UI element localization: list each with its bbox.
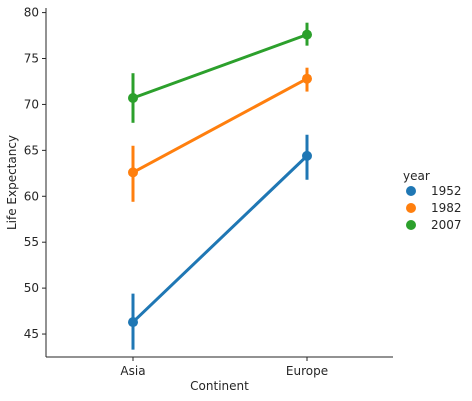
series-1982 bbox=[128, 67, 312, 202]
axes: 45 50 55 60 65 70 75 80 Asia Europe bbox=[24, 6, 393, 378]
legend-marker bbox=[406, 220, 416, 230]
legend-marker bbox=[406, 203, 416, 213]
data-point bbox=[302, 73, 312, 84]
y-tick-label: 75 bbox=[24, 52, 39, 66]
data-point bbox=[128, 93, 138, 104]
data-point bbox=[128, 317, 138, 328]
legend-label: 1952 bbox=[431, 184, 462, 198]
series-layer bbox=[128, 22, 312, 350]
legend-label: 2007 bbox=[431, 218, 462, 232]
data-point bbox=[128, 167, 138, 178]
y-tick-label: 60 bbox=[24, 189, 39, 203]
y-tick-label: 65 bbox=[24, 143, 39, 157]
series-2007 bbox=[128, 22, 312, 123]
legend-title: year bbox=[403, 169, 430, 183]
x-axis-label: Continent bbox=[190, 379, 249, 393]
y-tick-label: 80 bbox=[24, 6, 39, 20]
legend: year 1952 1982 2007 bbox=[403, 169, 462, 232]
legend-label: 1982 bbox=[431, 201, 462, 215]
series-line bbox=[132, 33, 308, 100]
series-line bbox=[131, 154, 309, 324]
y-tick-label: 55 bbox=[24, 235, 39, 249]
legend-marker bbox=[406, 186, 416, 196]
x-tick-label: Asia bbox=[120, 364, 145, 378]
data-point bbox=[302, 29, 312, 40]
x-tick-label: Europe bbox=[286, 364, 328, 378]
y-tick-label: 70 bbox=[24, 97, 39, 111]
series-1952 bbox=[128, 134, 312, 350]
y-tick-label: 50 bbox=[24, 281, 39, 295]
y-tick-label: 45 bbox=[24, 327, 39, 341]
data-point bbox=[302, 150, 312, 161]
series-line bbox=[132, 77, 308, 174]
y-axis-label: Life Expectancy bbox=[5, 135, 19, 230]
